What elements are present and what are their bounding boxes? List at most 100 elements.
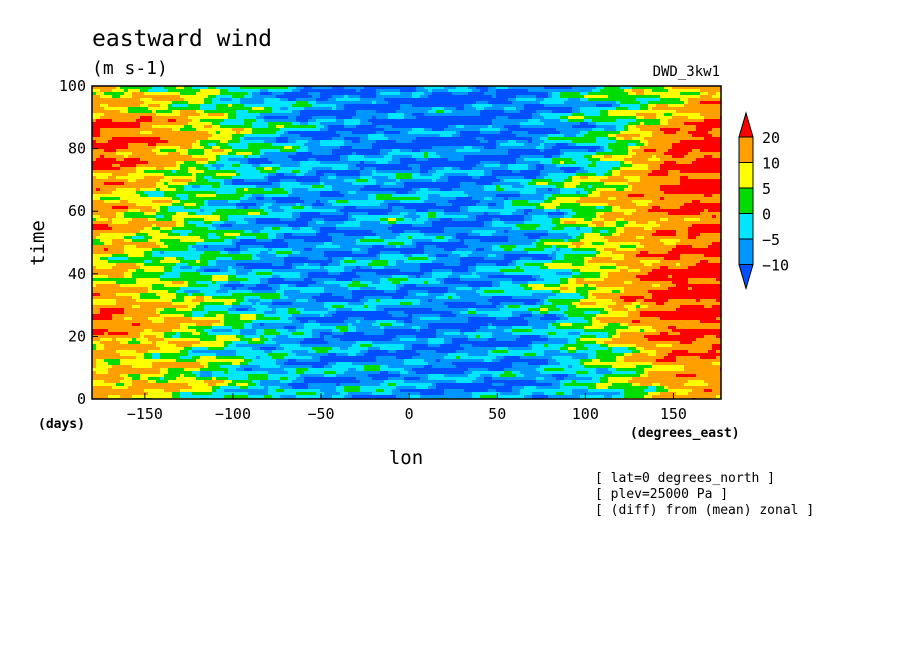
heatmap-cell bbox=[176, 164, 181, 168]
heatmap-cell bbox=[172, 125, 177, 129]
heatmap-cell bbox=[412, 152, 417, 156]
heatmap-cell bbox=[560, 143, 565, 147]
heatmap-cell bbox=[160, 89, 165, 93]
heatmap-cell bbox=[548, 122, 553, 126]
heatmap-cell bbox=[376, 158, 381, 162]
heatmap-cell bbox=[472, 113, 477, 117]
heatmap-cell bbox=[692, 170, 697, 174]
heatmap-cell bbox=[520, 134, 525, 138]
heatmap-cell bbox=[188, 134, 193, 138]
heatmap-cell bbox=[572, 173, 577, 177]
heatmap-cell bbox=[388, 107, 393, 111]
heatmap-cell bbox=[304, 86, 309, 90]
heatmap-cell bbox=[444, 95, 449, 99]
heatmap-cell bbox=[320, 122, 325, 126]
heatmap-cell bbox=[416, 122, 421, 126]
heatmap-cell bbox=[496, 101, 501, 105]
heatmap-cell bbox=[200, 98, 205, 102]
heatmap-cell bbox=[604, 92, 609, 96]
heatmap-cell bbox=[636, 173, 641, 177]
heatmap-cell bbox=[216, 176, 221, 180]
heatmap-cell bbox=[492, 143, 497, 147]
heatmap-cell bbox=[108, 125, 113, 129]
heatmap-cell bbox=[640, 125, 645, 129]
heatmap-cell bbox=[272, 86, 277, 90]
heatmap-cell bbox=[584, 86, 589, 90]
heatmap-cell bbox=[160, 164, 165, 168]
heatmap-cell bbox=[616, 146, 621, 150]
heatmap-cell bbox=[444, 101, 449, 105]
heatmap-cell bbox=[380, 176, 385, 180]
heatmap-cell bbox=[132, 176, 137, 180]
heatmap-cell bbox=[684, 119, 689, 123]
heatmap-cell bbox=[268, 98, 273, 102]
heatmap-cell bbox=[616, 149, 621, 153]
heatmap-cell bbox=[548, 137, 553, 141]
heatmap-cell bbox=[324, 113, 329, 117]
heatmap-cell bbox=[532, 146, 537, 150]
heatmap-cell bbox=[568, 98, 573, 102]
heatmap-cell bbox=[292, 161, 297, 165]
heatmap-cell bbox=[536, 89, 541, 93]
heatmap-cell bbox=[320, 119, 325, 123]
heatmap-cell bbox=[148, 86, 153, 90]
heatmap-cell bbox=[244, 104, 249, 108]
heatmap-cell bbox=[256, 98, 261, 102]
heatmap-cell bbox=[564, 131, 569, 135]
heatmap-cell bbox=[516, 173, 521, 177]
heatmap-cell bbox=[108, 152, 113, 156]
heatmap-cell bbox=[224, 125, 229, 129]
heatmap-cell bbox=[412, 122, 417, 126]
heatmap-cell bbox=[420, 119, 425, 123]
heatmap-cell bbox=[444, 170, 449, 174]
heatmap-cell bbox=[368, 107, 373, 111]
heatmap-cell bbox=[500, 158, 505, 162]
heatmap-cell bbox=[280, 161, 285, 165]
heatmap-cell bbox=[716, 92, 721, 96]
heatmap-cell bbox=[340, 146, 345, 150]
heatmap-cell bbox=[604, 122, 609, 126]
heatmap-cell bbox=[692, 158, 697, 162]
heatmap-cell bbox=[396, 104, 401, 108]
heatmap-cell bbox=[296, 167, 301, 171]
heatmap-cell bbox=[556, 101, 561, 105]
heatmap-cell bbox=[452, 95, 457, 99]
heatmap-cell bbox=[108, 158, 113, 162]
heatmap-cell bbox=[184, 113, 189, 117]
heatmap-cell bbox=[228, 146, 233, 150]
heatmap-cell bbox=[280, 143, 285, 147]
heatmap-cell bbox=[408, 92, 413, 96]
heatmap-cell bbox=[328, 98, 333, 102]
heatmap-cell bbox=[120, 95, 125, 99]
heatmap-cell bbox=[148, 113, 153, 117]
heatmap-cell bbox=[552, 173, 557, 177]
heatmap-cell bbox=[656, 101, 661, 105]
heatmap-cell bbox=[516, 89, 521, 93]
heatmap-cell bbox=[592, 125, 597, 129]
heatmap-cell bbox=[296, 98, 301, 102]
heatmap-cell bbox=[264, 167, 269, 171]
heatmap-cell bbox=[452, 104, 457, 108]
heatmap-cell bbox=[104, 149, 109, 153]
heatmap-cell bbox=[96, 170, 101, 174]
heatmap-cell bbox=[532, 95, 537, 99]
heatmap-cell bbox=[164, 104, 169, 108]
heatmap-cell bbox=[580, 107, 585, 111]
heatmap-cell bbox=[584, 110, 589, 114]
heatmap-cell bbox=[528, 143, 533, 147]
heatmap-cell bbox=[332, 161, 337, 165]
heatmap-cell bbox=[576, 104, 581, 108]
heatmap-cell bbox=[168, 113, 173, 117]
heatmap-cell bbox=[332, 155, 337, 159]
heatmap-cell bbox=[312, 89, 317, 93]
heatmap-cell bbox=[224, 161, 229, 165]
heatmap-cell bbox=[584, 131, 589, 135]
heatmap-cell bbox=[456, 122, 461, 126]
heatmap-cell bbox=[492, 170, 497, 174]
heatmap-cell bbox=[304, 143, 309, 147]
heatmap-cell bbox=[512, 89, 517, 93]
heatmap-cell bbox=[452, 134, 457, 138]
heatmap-cell bbox=[508, 143, 513, 147]
heatmap-cell bbox=[668, 107, 673, 111]
heatmap-cell bbox=[700, 86, 705, 90]
